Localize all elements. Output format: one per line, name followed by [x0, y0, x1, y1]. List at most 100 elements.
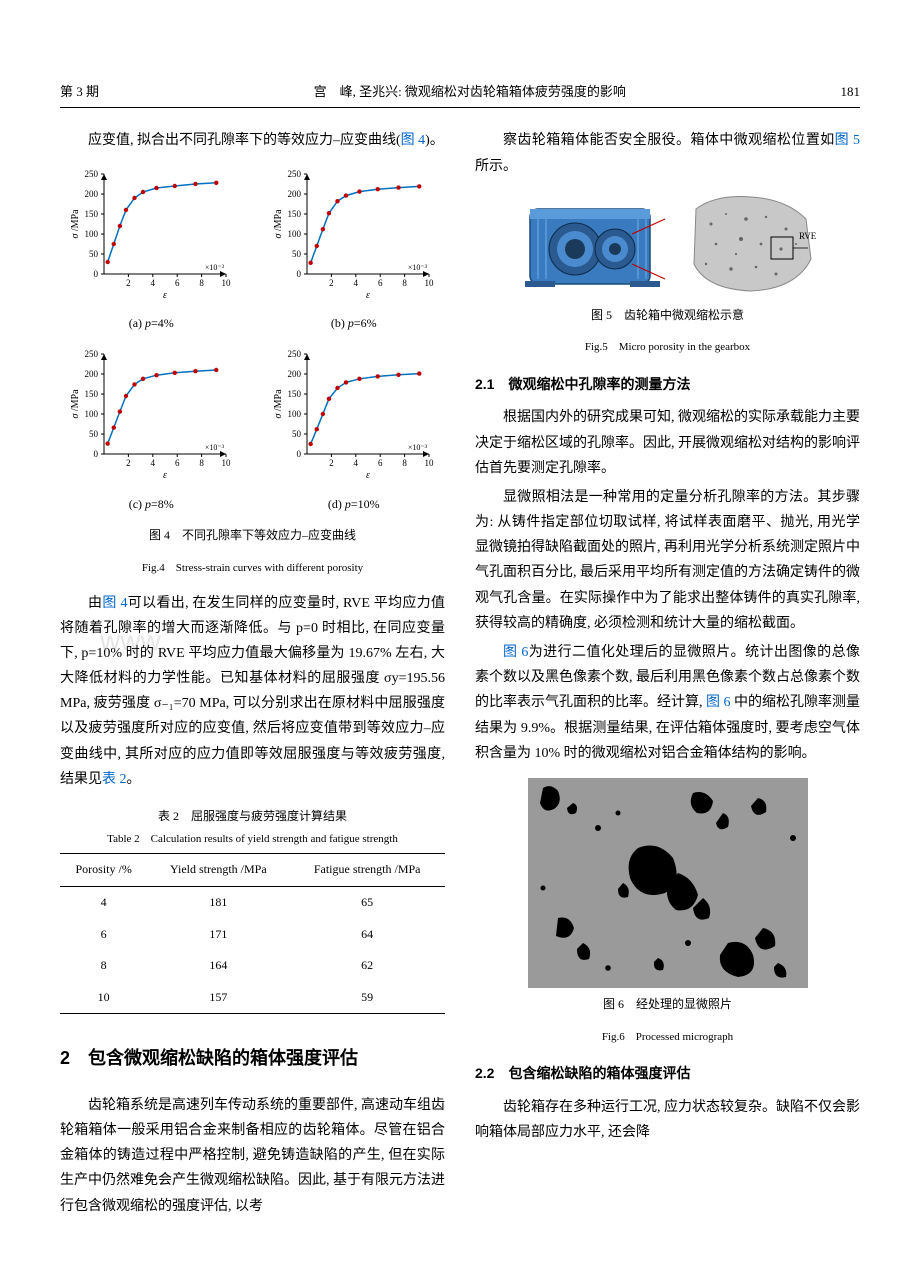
running-header: 第 3 期 宫 峰, 圣兆兴: 微观缩松对齿轮箱箱体疲劳强度的影响 181: [60, 80, 860, 108]
fig4-caption-cn: 图 4 不同孔隙率下等效应力–应变曲线: [60, 525, 445, 547]
svg-text:8: 8: [200, 278, 205, 288]
svg-text:100: 100: [287, 229, 301, 239]
svg-text:200: 200: [287, 189, 301, 199]
fig4-panel-label-3: (d) p=10%: [263, 494, 446, 516]
table2-header: Fatigue strength /MPa: [289, 854, 445, 887]
gearbox-icon: [520, 189, 680, 299]
svg-text:250: 250: [287, 349, 301, 359]
right-para-3: 显微照相法是一种常用的定量分析孔隙率的方法。其步骤为: 从铸件指定部位切取试样,…: [475, 485, 860, 636]
svg-text:200: 200: [85, 369, 99, 379]
svg-text:100: 100: [287, 409, 301, 419]
svg-text:2: 2: [329, 278, 334, 288]
svg-text:0: 0: [296, 269, 301, 279]
fig4-link-2[interactable]: 图 4: [102, 596, 127, 611]
svg-text:10: 10: [222, 458, 232, 468]
table2-link[interactable]: 表 2: [102, 772, 127, 787]
fig4-link[interactable]: 图 4: [401, 133, 426, 148]
subsection-2-1-title: 2.1 微观缩松中孔隙率的测量方法: [475, 372, 860, 397]
svg-text:50: 50: [89, 429, 99, 439]
svg-text:200: 200: [287, 369, 301, 379]
svg-text:10: 10: [424, 278, 434, 288]
fig6-caption-cn: 图 6 经处理的显微照片: [475, 994, 860, 1016]
svg-text:×10⁻³: ×10⁻³: [205, 443, 225, 452]
fig6-link-2[interactable]: 图 6: [706, 695, 731, 710]
subsection-2-2-title: 2.2 包含缩松缺陷的箱体强度评估: [475, 1061, 860, 1086]
right-para-4: 图 6为进行二值化处理后的显微照片。统计出图像的总像素个数以及黑色像素个数, 最…: [475, 640, 860, 766]
two-column-layout: 应变值, 拟合出不同孔隙率下的等效应力–应变曲线(图 4)。 050100150…: [60, 128, 860, 1222]
svg-text:8: 8: [402, 278, 407, 288]
fig4-panel-grid: 050100150200250246810 σ /MPa ε ×10⁻³ (a)…: [60, 164, 445, 516]
fig4-panel-2: 050100150200250246810 σ /MPa ε ×10⁻³ (c)…: [60, 344, 243, 515]
svg-text:8: 8: [200, 458, 205, 468]
svg-text:0: 0: [94, 269, 99, 279]
fig4-panel-label-2: (c) p=8%: [60, 494, 243, 516]
svg-text:8: 8: [402, 458, 407, 468]
svg-text:150: 150: [85, 389, 99, 399]
svg-text:100: 100: [85, 229, 99, 239]
page-number: 181: [840, 80, 860, 103]
table2-header: Yield strength /MPa: [147, 854, 289, 887]
svg-text:50: 50: [292, 249, 302, 259]
svg-text:ε: ε: [366, 290, 370, 301]
right-para-5: 齿轮箱存在多种运行工况, 应力状态较复杂。缺陷不仅会影响箱体局部应力水平, 还会…: [475, 1095, 860, 1145]
fig4-panel-label-0: (a) p=4%: [60, 313, 243, 335]
fig6-link[interactable]: 图 6: [503, 645, 528, 660]
svg-text:150: 150: [85, 209, 99, 219]
svg-text:200: 200: [85, 189, 99, 199]
svg-text:4: 4: [151, 458, 156, 468]
table2-caption-en: Table 2 Calculation results of yield str…: [60, 830, 445, 850]
fig5: RVE: [475, 189, 860, 299]
svg-text:10: 10: [222, 278, 232, 288]
svg-text:6: 6: [378, 458, 383, 468]
table-row: 617164: [60, 919, 445, 951]
svg-text:50: 50: [89, 249, 99, 259]
svg-text:50: 50: [292, 429, 302, 439]
svg-text:150: 150: [287, 389, 301, 399]
rve-label: RVE: [799, 231, 816, 241]
svg-text:×10⁻³: ×10⁻³: [408, 443, 428, 452]
svg-text:250: 250: [287, 169, 301, 179]
left-para-2: 由图 4可以看出, 在发生同样的应变量时, RVE 平均应力值将随着孔隙率的增大…: [60, 591, 445, 793]
fig5-caption-cn: 图 5 齿轮箱中微观缩松示意: [475, 305, 860, 327]
fig4-panel-0: 050100150200250246810 σ /MPa ε ×10⁻³ (a)…: [60, 164, 243, 335]
fig4-panel-label-1: (b) p=6%: [263, 313, 446, 335]
fig6-micrograph: [528, 778, 808, 988]
svg-text:150: 150: [287, 209, 301, 219]
svg-text:6: 6: [175, 278, 180, 288]
left-column: 应变值, 拟合出不同孔隙率下的等效应力–应变曲线(图 4)。 050100150…: [60, 128, 445, 1222]
svg-text:4: 4: [151, 278, 156, 288]
svg-text:ε: ε: [163, 470, 167, 481]
svg-text:0: 0: [94, 449, 99, 459]
table2: Porosity /%Yield strength /MPaFatigue st…: [60, 853, 445, 1014]
fig6-caption-en: Fig.6 Processed micrograph: [475, 1028, 860, 1048]
table2-header: Porosity /%: [60, 854, 147, 887]
table-row: 1015759: [60, 982, 445, 1014]
svg-text:6: 6: [175, 458, 180, 468]
svg-text:σ /MPa: σ /MPa: [273, 208, 284, 238]
svg-text:2: 2: [329, 458, 334, 468]
svg-text:2: 2: [126, 278, 130, 288]
right-para-2: 根据国内外的研究成果可知, 微观缩松的实际承载能力主要决定于缩松区域的孔隙率。因…: [475, 405, 860, 481]
right-para-1: 察齿轮箱箱体能否安全服役。箱体中微观缩松位置如图 5 所示。: [475, 128, 860, 178]
section-2-title: 2 包含微观缩松缺陷的箱体强度评估: [60, 1042, 445, 1074]
fig5-caption-en: Fig.5 Micro porosity in the gearbox: [475, 338, 860, 358]
svg-text:σ /MPa: σ /MPa: [70, 389, 81, 419]
fig4-panel-1: 0 50 100 150 200 250 2 4 6 8 10 σ /MPa ε ×10⁻³ (b)…: [263, 164, 446, 335]
running-title: 宫 峰, 圣兆兴: 微观缩松对齿轮箱箱体疲劳强度的影响: [314, 80, 626, 103]
table-row: 816462: [60, 950, 445, 982]
svg-text:250: 250: [85, 169, 99, 179]
svg-text:250: 250: [85, 349, 99, 359]
fig5-link[interactable]: 图 5: [835, 133, 860, 148]
issue-number: 第 3 期: [60, 80, 99, 103]
svg-text:ε: ε: [163, 290, 167, 301]
svg-text:0: 0: [296, 449, 301, 459]
svg-text:×10⁻³: ×10⁻³: [408, 263, 428, 272]
svg-text:4: 4: [353, 458, 358, 468]
left-para-1: 应变值, 拟合出不同孔隙率下的等效应力–应变曲线(图 4)。: [60, 128, 445, 153]
table2-caption-cn: 表 2 屈服强度与疲劳强度计算结果: [60, 806, 445, 828]
svg-text:100: 100: [85, 409, 99, 419]
svg-text:σ /MPa: σ /MPa: [273, 389, 284, 419]
svg-text:6: 6: [378, 278, 383, 288]
svg-text:4: 4: [353, 278, 358, 288]
fig4-panel-3: 050100150200250246810 σ /MPa ε ×10⁻³ (d)…: [263, 344, 446, 515]
